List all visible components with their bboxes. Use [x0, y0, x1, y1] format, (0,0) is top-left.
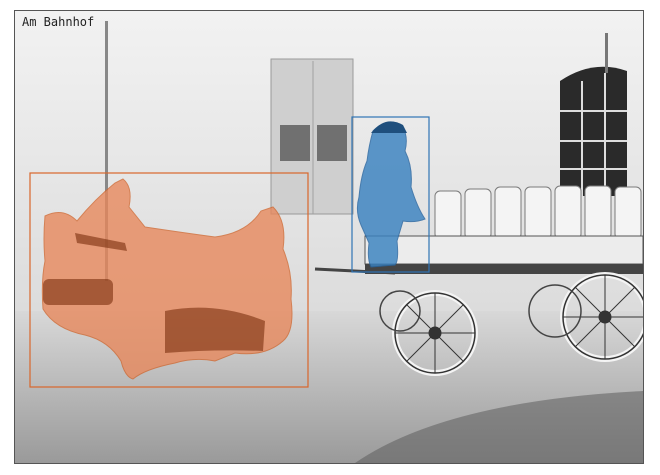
building-door — [270, 58, 354, 215]
horse-detail — [43, 233, 265, 353]
horse-bounding-box — [29, 172, 309, 388]
milk-cans — [434, 185, 642, 240]
photo-frame — [14, 10, 644, 464]
wagon-wheel — [379, 284, 582, 338]
wagon-wheel — [392, 290, 478, 376]
image-caption: Am Bahnhof — [22, 15, 95, 29]
wagon-wheel — [560, 272, 643, 362]
photo-scene — [15, 11, 643, 463]
building-window — [560, 66, 627, 196]
person-mask — [356, 121, 426, 268]
person-bounding-box — [351, 116, 430, 273]
pole — [105, 21, 108, 281]
pole — [605, 33, 608, 73]
person-hat — [371, 121, 407, 133]
